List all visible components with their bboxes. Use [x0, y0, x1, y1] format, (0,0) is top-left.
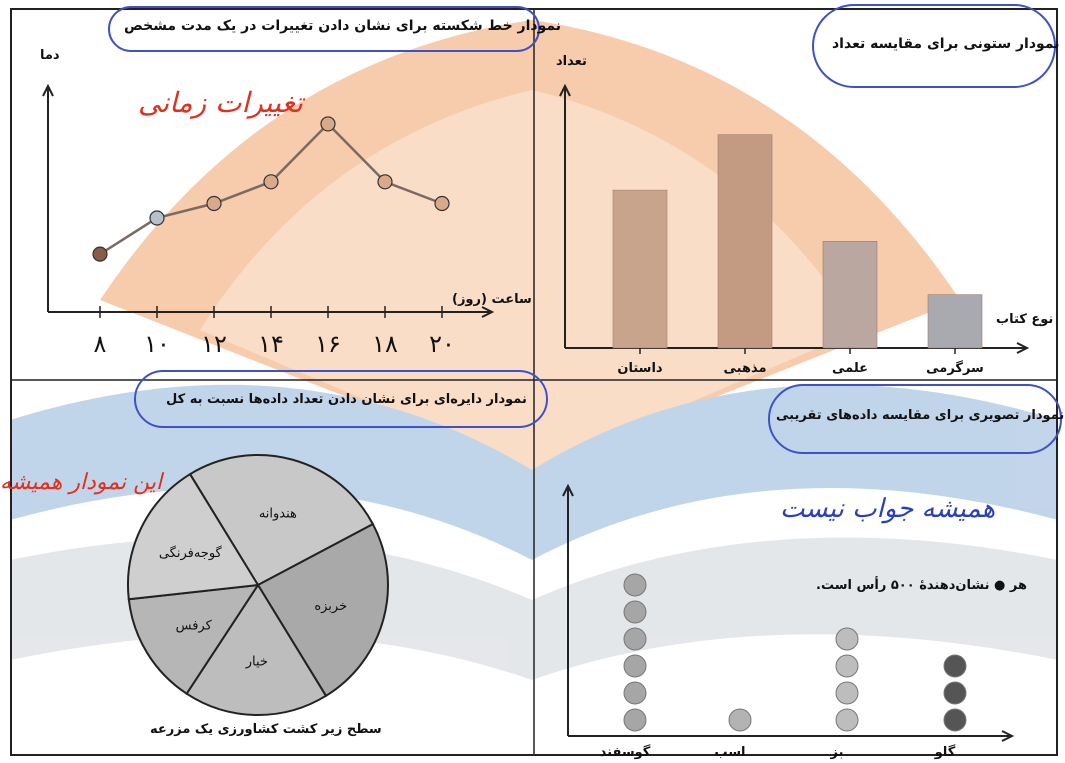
pie-slice-label: هندوانه	[259, 506, 297, 521]
line-x-tick-label: ۱۸	[372, 330, 398, 358]
bar	[927, 294, 983, 349]
picto-icon	[943, 654, 967, 678]
line-x-tick-label: ۲۰	[429, 330, 455, 358]
line-x-tick-label: ۱۴	[258, 330, 284, 358]
line-point	[92, 246, 108, 262]
bar	[822, 241, 878, 349]
line-chart: ۸ ۱۰ ۱۲ ۱۴ ۱۶ ۱۸ ۲۰	[42, 83, 495, 358]
line-x-tick-label: ۱۶	[315, 330, 341, 358]
pie-chart: هندوانه خربزه خیار کرفس گوجه‌فرنگی	[127, 454, 389, 716]
pictograph-chart: گوسفند اسب بز گاو	[562, 483, 1015, 760]
picto-icon	[623, 627, 647, 651]
pie-slice	[127, 583, 261, 696]
picto-icon	[623, 681, 647, 705]
picto-y-arrow	[562, 483, 574, 497]
line-x-tick-label: ۱۰	[144, 330, 170, 358]
picto-chart-title: نمودار تصویری برای مقایسه داده‌های تقریب…	[776, 408, 1065, 423]
picto-category-label: گوسفند	[600, 744, 651, 760]
line-point	[263, 174, 279, 190]
pie-slice	[185, 583, 328, 716]
picto-category-label: گاو	[934, 744, 956, 760]
bar-chart: داستان مذهبی علمی سرگرمی	[559, 83, 1030, 376]
line-y-arrow	[42, 83, 54, 97]
pie-slice	[256, 522, 389, 698]
bar-category-label: مذهبی	[723, 361, 766, 376]
line-annotation: تغییرات زمانی	[138, 86, 303, 119]
pie-slice-label: گوجه‌فرنگی	[159, 545, 223, 561]
pie-slice-label: خربزه	[314, 599, 347, 614]
line-point	[377, 174, 393, 190]
picto-category-label: بز	[830, 745, 844, 760]
picto-icon	[623, 573, 647, 597]
pie-slice	[127, 472, 260, 601]
bar-x-label: نوع کتاب	[996, 312, 1054, 327]
bar-category-label: سرگرمی	[926, 360, 984, 376]
picto-icon	[835, 681, 859, 705]
picto-icon	[835, 627, 859, 651]
pie-slice	[188, 454, 375, 587]
bar-y-arrow	[559, 83, 571, 97]
picto-icon	[835, 654, 859, 678]
line-x-label: ساعت (روز)	[452, 292, 532, 307]
pie-annotation: این نمودار همیشه	[0, 470, 163, 495]
bar-category-label: علمی	[832, 361, 868, 376]
picto-icon	[623, 654, 647, 678]
pie-chart-title: نمودار دایره‌ای برای نشان دادن تعداد داد…	[166, 392, 527, 407]
picto-icon	[728, 708, 752, 732]
picto-title-bubble	[768, 384, 1062, 454]
line-point	[434, 195, 450, 212]
picto-icon	[943, 708, 967, 732]
pie-caption: سطح زیر کشت کشاورزی یک مزرعه	[150, 722, 382, 737]
line-point	[149, 210, 165, 226]
line-x-arrow	[481, 306, 495, 318]
line-x-tick-label: ۸	[94, 330, 107, 358]
bar-category-label: داستان	[617, 361, 663, 376]
picto-annotation: همیشه جواب نیست	[780, 494, 996, 524]
picto-icon	[623, 708, 647, 732]
bar-title-bubble	[812, 4, 1056, 88]
bar-x-arrow	[1016, 342, 1030, 354]
pie-slice-label: خیار	[245, 654, 268, 669]
pie-slice-label: کرفس	[176, 618, 213, 633]
picto-icon	[623, 600, 647, 624]
bar	[717, 134, 773, 349]
bar-chart-title: نمودار ستونی برای مقایسه تعداد	[832, 36, 1060, 52]
line-y-label: دما	[40, 48, 60, 63]
picto-icon	[943, 681, 967, 705]
line-chart-title: نمودار خط شکسته برای نشان دادن تغییرات د…	[124, 18, 561, 34]
line-title-bubble	[108, 6, 540, 52]
pie-title-bubble	[134, 370, 548, 428]
line-x-tick-label: ۱۲	[201, 330, 227, 358]
picto-category-label: اسب	[714, 745, 745, 760]
picto-legend: هر ● نشان‌دهندهٔ ۵۰۰ رأس است.	[816, 578, 1027, 593]
line-point	[206, 195, 222, 212]
bar-y-label: تعداد	[556, 54, 587, 69]
picto-x-arrow	[1001, 730, 1015, 742]
line-point	[320, 116, 336, 132]
bar	[612, 189, 668, 349]
picto-icon	[835, 708, 859, 732]
